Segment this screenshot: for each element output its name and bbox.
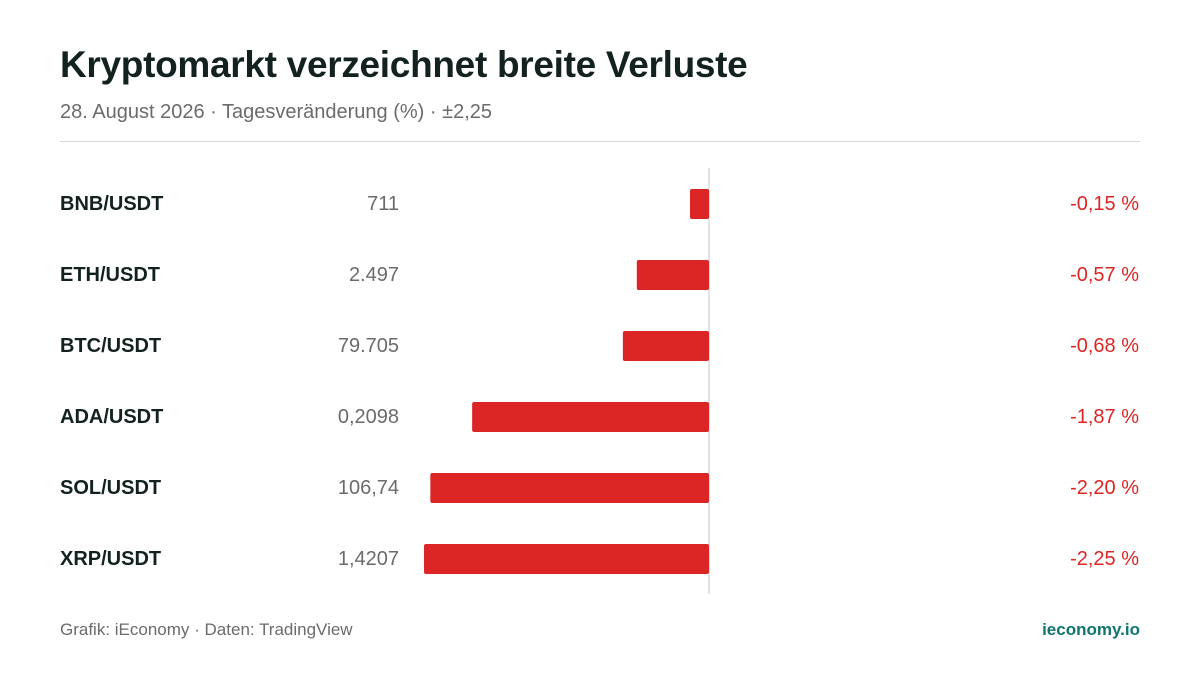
price-label: 1,4207: [338, 548, 399, 570]
brand-link[interactable]: ieconomy.io: [1042, 620, 1140, 639]
category-label: XRP/USDT: [60, 548, 161, 570]
price-label: 2.497: [349, 264, 399, 286]
value-label: -2,25 %: [1070, 548, 1139, 570]
category-label: SOL/USDT: [60, 477, 161, 499]
price-label: 106,74: [338, 477, 399, 499]
price-label: 711: [367, 193, 399, 215]
source-credit: Grafik: iEconomy · Daten: TradingView: [60, 620, 353, 639]
value-label: -1,87 %: [1070, 406, 1139, 428]
header-divider: [60, 141, 1140, 142]
chart-title: Kryptomarkt verzeichnet breite Verluste: [60, 44, 748, 85]
price-label: 0,2098: [338, 406, 399, 428]
category-label: BTC/USDT: [60, 335, 161, 357]
bar-btc-usdt: [622, 331, 709, 361]
chart-subtitle: 28. August 2026 · Tagesveränderung (%) ·…: [60, 101, 492, 123]
bar-xrp-usdt: [424, 544, 709, 574]
bar-bnb-usdt: [690, 189, 709, 219]
bar-eth-usdt: [636, 260, 709, 290]
category-label: ETH/USDT: [60, 264, 160, 286]
value-label: -0,15 %: [1070, 193, 1139, 215]
value-label: -0,68 %: [1070, 335, 1139, 357]
value-label: -2,20 %: [1070, 477, 1139, 499]
price-label: 79.705: [338, 335, 399, 357]
value-label: -0,57 %: [1070, 264, 1139, 286]
bar-sol-usdt: [430, 473, 709, 503]
category-label: ADA/USDT: [60, 406, 163, 428]
category-label: BNB/USDT: [60, 193, 163, 215]
bar-ada-usdt: [472, 402, 709, 432]
